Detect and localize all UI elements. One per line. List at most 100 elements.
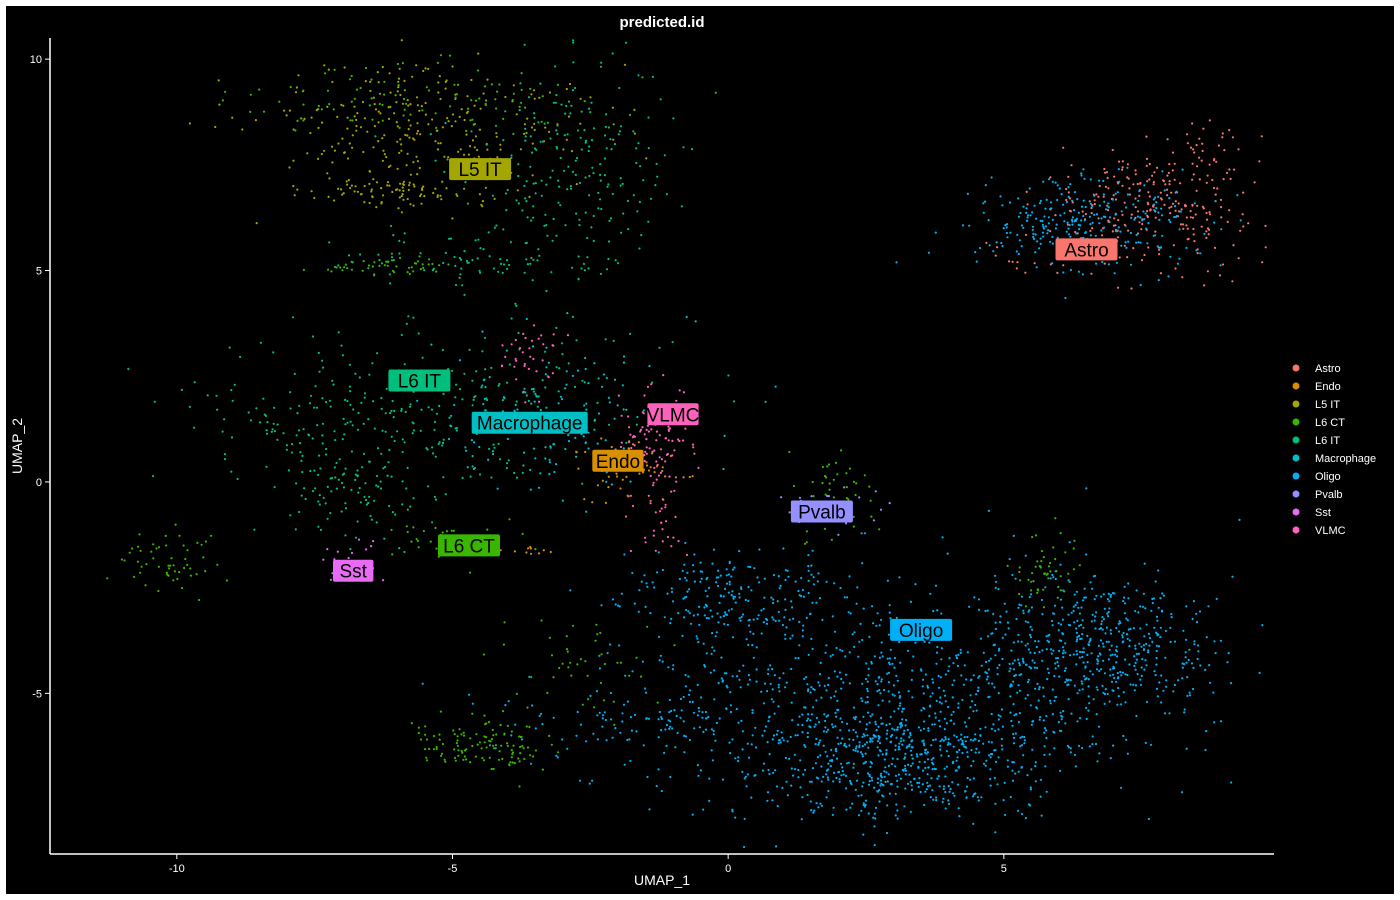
data-point: [353, 97, 356, 100]
data-point: [382, 149, 385, 152]
data-point: [481, 350, 484, 353]
data-point: [932, 681, 935, 684]
data-point: [741, 748, 744, 751]
data-point: [1076, 636, 1079, 639]
data-point: [483, 378, 486, 381]
data-point: [348, 363, 351, 366]
data-point: [570, 150, 574, 153]
data-point: [814, 743, 817, 746]
data-point: [980, 664, 983, 667]
data-point: [346, 267, 349, 270]
data-point: [1188, 648, 1191, 651]
data-point: [701, 716, 704, 719]
data-point: [691, 813, 694, 816]
data-point: [792, 484, 796, 488]
data-point: [446, 117, 449, 120]
data-point: [728, 560, 731, 564]
data-point: [1031, 211, 1034, 214]
data-point: [1034, 780, 1037, 783]
data-point: [1201, 142, 1204, 145]
data-point: [629, 549, 633, 553]
data-point: [1138, 194, 1141, 197]
data-point: [872, 622, 875, 625]
data-point: [845, 472, 848, 475]
data-point: [524, 336, 527, 340]
data-point: [881, 699, 884, 702]
data-point: [1122, 734, 1125, 738]
data-point: [1148, 195, 1151, 198]
data-point: [977, 739, 981, 743]
data-point: [843, 486, 846, 489]
data-point: [655, 478, 658, 481]
data-point: [473, 104, 476, 107]
data-point: [817, 681, 820, 684]
data-point: [499, 262, 503, 265]
data-point: [498, 83, 501, 86]
data-point: [573, 86, 577, 90]
data-point: [1045, 635, 1048, 638]
data-point: [1060, 639, 1063, 643]
data-point: [583, 381, 586, 384]
data-point: [549, 445, 552, 448]
data-point: [383, 80, 386, 83]
data-point: [532, 755, 535, 758]
data-point: [715, 631, 718, 634]
data-point: [1036, 240, 1039, 243]
data-point: [767, 668, 770, 671]
data-point: [1219, 198, 1223, 201]
data-point: [929, 695, 932, 698]
data-point: [565, 383, 568, 386]
data-point: [748, 678, 752, 681]
data-point: [517, 174, 520, 178]
data-point: [993, 749, 996, 752]
data-point: [453, 83, 456, 86]
data-point: [899, 695, 902, 698]
data-point: [664, 460, 667, 463]
data-point: [610, 483, 614, 486]
data-point: [1000, 738, 1003, 741]
data-point: [1188, 691, 1191, 694]
data-point: [434, 159, 437, 162]
data-point: [613, 143, 617, 146]
data-point: [335, 461, 338, 465]
data-point: [1107, 263, 1110, 266]
data-point: [494, 744, 497, 747]
data-point: [1120, 674, 1123, 677]
data-point: [409, 173, 412, 176]
data-point: [1045, 736, 1048, 740]
data-point: [1089, 581, 1092, 584]
data-point: [1143, 562, 1146, 565]
data-point: [555, 94, 558, 97]
data-point: [893, 694, 896, 697]
data-point: [661, 568, 665, 572]
data-point: [874, 806, 878, 810]
data-point: [574, 173, 577, 176]
data-point: [223, 418, 226, 421]
data-point: [712, 729, 715, 733]
data-point: [1118, 620, 1121, 623]
data-point: [350, 268, 353, 271]
data-point: [688, 738, 692, 742]
data-point: [495, 733, 498, 736]
data-point: [723, 434, 726, 437]
data-point: [1059, 575, 1062, 578]
data-point: [943, 767, 946, 770]
data-point: [454, 264, 457, 267]
data-point: [396, 167, 399, 170]
data-point: [311, 437, 314, 440]
data-point: [781, 623, 785, 627]
data-point: [587, 107, 591, 110]
data-point: [288, 166, 291, 169]
data-point: [1130, 216, 1133, 219]
data-point: [1094, 742, 1098, 746]
data-point: [567, 100, 571, 103]
data-point: [893, 656, 897, 660]
data-point: [856, 586, 859, 589]
data-point: [416, 104, 419, 107]
data-point: [904, 752, 907, 756]
data-point: [1135, 589, 1138, 592]
data-point: [1102, 195, 1105, 198]
data-point: [467, 153, 470, 156]
data-point: [852, 716, 855, 719]
data-point: [515, 199, 518, 202]
